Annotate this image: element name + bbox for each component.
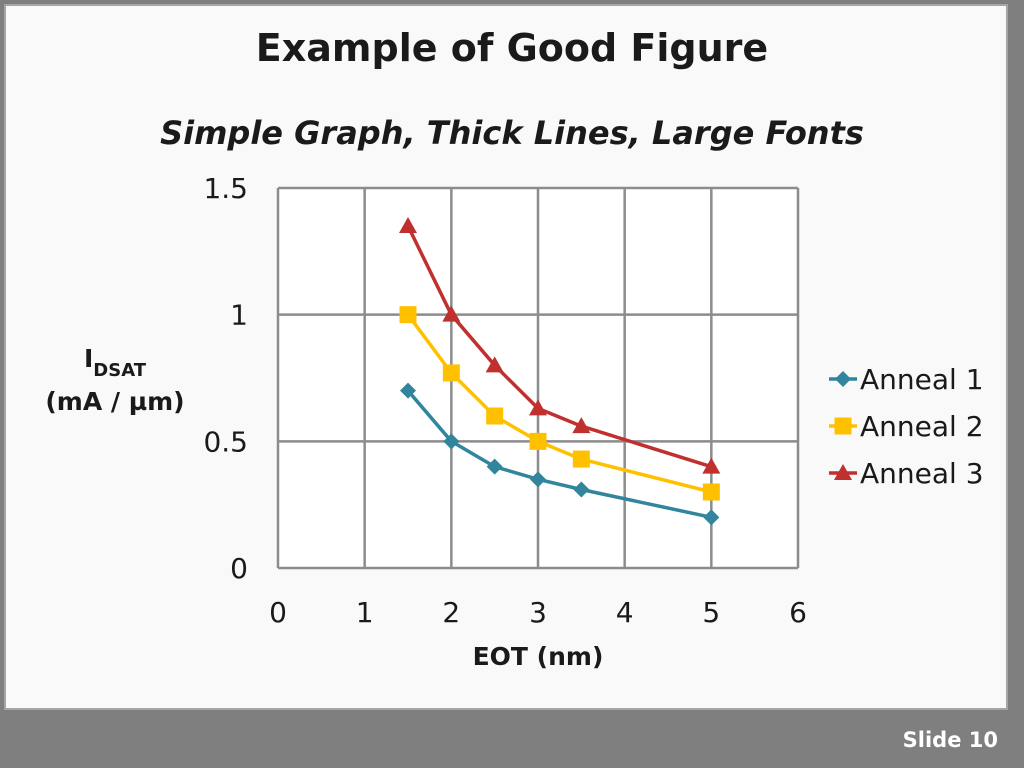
legend-label: Anneal 3 [860,457,984,490]
slide-subtitle: Simple Graph, Thick Lines, Large Fonts [160,114,864,152]
y-axis-units: (mA / µm) [45,387,184,416]
data-point [486,407,504,425]
data-point [485,356,504,373]
data-point [529,399,547,416]
x-tick-label: 2 [442,596,460,629]
legend-item-1: Anneal 1 [829,363,984,396]
x-tick-label: 4 [616,596,634,629]
chart-grid [276,186,800,570]
legend-marker [834,464,852,480]
series-line [406,225,712,469]
y-tick-label: 1 [230,299,248,332]
data-point [442,364,460,382]
chart-axis-titles: EOT (nm) IDSAT (mA / µm) [45,344,603,671]
slide-number: Slide 10 [902,728,998,752]
legend-label: Anneal 2 [860,410,984,443]
chart-series [399,217,721,526]
data-point [702,483,720,501]
data-point [703,509,720,526]
data-point [530,471,546,488]
data-point [442,305,461,322]
series-1 [400,382,720,526]
data-point [399,306,417,324]
series-3 [399,217,721,474]
y-tick-label: 0 [230,552,248,585]
y-tick-label: 0.5 [203,425,248,458]
data-point [572,450,590,468]
legend-item-3: Anneal 3 [829,457,984,490]
slide-title: Example of Good Figure [255,26,769,70]
y-axis-symbol: I [84,344,93,373]
data-point [486,458,503,475]
data-point [400,382,416,399]
x-tick-label: 6 [789,596,807,629]
y-axis-title: IDSAT [84,344,147,381]
data-point [529,432,547,450]
data-point [573,481,590,498]
series-line [406,389,712,520]
x-tick-label: 0 [269,596,287,629]
y-tick-label: 1.5 [203,172,248,205]
data-point [399,217,417,233]
legend-marker [834,417,852,435]
x-tick-label: 3 [529,596,547,629]
data-point [443,433,460,450]
chart-legend: Anneal 1 Anneal 2 Anneal 3 [829,363,984,490]
x-axis-title: EOT (nm) [473,642,604,671]
x-tick-label: 5 [702,596,720,629]
series-line [406,313,712,494]
legend-label: Anneal 1 [860,363,984,396]
y-axis-subscript: DSAT [93,360,146,381]
legend-item-2: Anneal 2 [829,410,984,443]
data-point [702,457,721,474]
series-2 [399,306,720,501]
chart: 0 1 2 3 4 5 6 0 0.5 1 1.5 Anneal 1 Anneal 2 Anneal 3… [45,172,984,671]
legend-marker [835,371,851,387]
data-point [572,417,591,434]
chart-ticks: 0 1 2 3 4 5 6 0 0.5 1 1.5 [203,172,806,629]
x-tick-label: 1 [356,596,374,629]
